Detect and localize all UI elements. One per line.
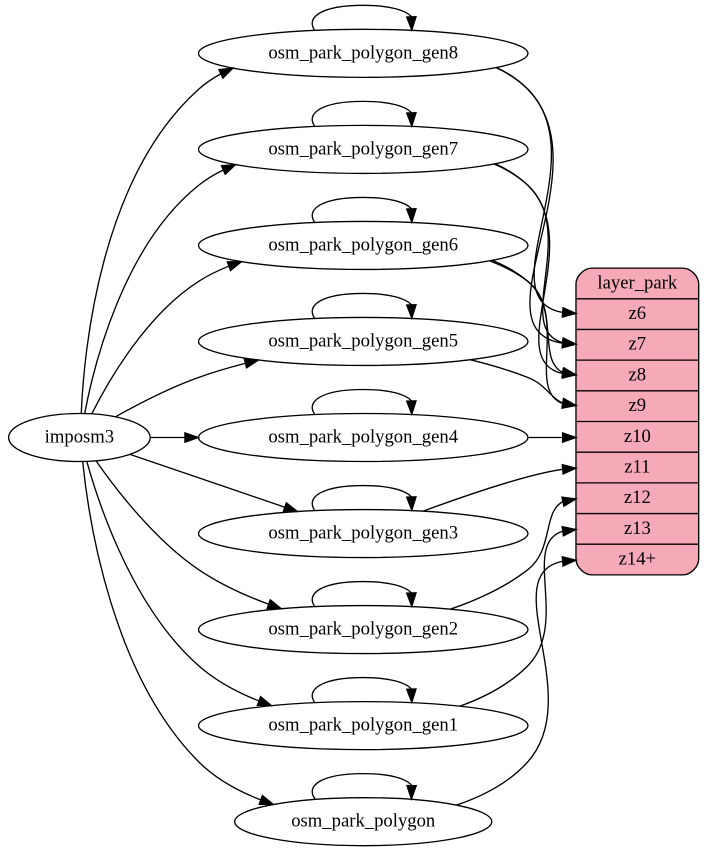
svg-text:z8: z8 bbox=[629, 364, 647, 385]
svg-text:osm_park_polygon_gen2: osm_park_polygon_gen2 bbox=[268, 619, 458, 640]
svg-text:z13: z13 bbox=[624, 518, 651, 539]
svg-text:imposm3: imposm3 bbox=[45, 426, 114, 447]
svg-text:osm_park_polygon_gen5: osm_park_polygon_gen5 bbox=[268, 330, 458, 351]
svg-text:z14+: z14+ bbox=[619, 548, 656, 569]
svg-text:osm_park_polygon_gen8: osm_park_polygon_gen8 bbox=[268, 42, 458, 63]
svg-text:osm_park_polygon_gen7: osm_park_polygon_gen7 bbox=[268, 138, 458, 159]
svg-text:osm_park_polygon_gen4: osm_park_polygon_gen4 bbox=[268, 426, 458, 447]
svg-text:z12: z12 bbox=[624, 487, 651, 508]
svg-text:osm_park_polygon_gen3: osm_park_polygon_gen3 bbox=[268, 522, 458, 543]
svg-text:osm_park_polygon_gen1: osm_park_polygon_gen1 bbox=[268, 715, 458, 736]
svg-text:z9: z9 bbox=[629, 395, 647, 416]
svg-text:osm_park_polygon_gen6: osm_park_polygon_gen6 bbox=[268, 234, 458, 255]
svg-text:z7: z7 bbox=[629, 334, 647, 355]
svg-text:osm_park_polygon: osm_park_polygon bbox=[291, 811, 436, 832]
svg-text:z10: z10 bbox=[624, 426, 651, 447]
svg-text:z11: z11 bbox=[624, 456, 650, 477]
svg-text:layer_park: layer_park bbox=[597, 272, 677, 293]
svg-text:z6: z6 bbox=[629, 303, 647, 324]
